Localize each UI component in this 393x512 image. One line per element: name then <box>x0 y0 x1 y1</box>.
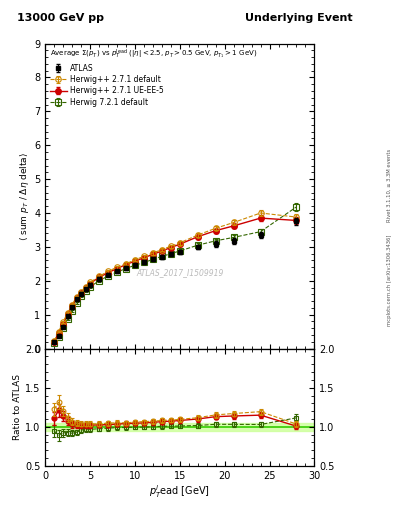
Bar <box>45 423 314 431</box>
Text: mcplots.cern.ch [arXiv:1306.3436]: mcplots.cern.ch [arXiv:1306.3436] <box>387 234 392 326</box>
Text: Rivet 3.1.10, ≥ 3.3M events: Rivet 3.1.10, ≥ 3.3M events <box>387 149 392 222</box>
Text: Underlying Event: Underlying Event <box>245 13 353 23</box>
Text: 13000 GeV pp: 13000 GeV pp <box>17 13 105 23</box>
Legend: ATLAS, Herwig++ 2.7.1 default, Herwig++ 2.7.1 UE-EE-5, Herwig 7.2.1 default: ATLAS, Herwig++ 2.7.1 default, Herwig++ … <box>48 46 259 109</box>
Y-axis label: Ratio to ATLAS: Ratio to ATLAS <box>13 374 22 440</box>
X-axis label: $p_T^{l}$ead [GeV]: $p_T^{l}$ead [GeV] <box>149 483 210 500</box>
Text: ATLAS_2017_I1509919: ATLAS_2017_I1509919 <box>136 268 224 277</box>
Y-axis label: $\langle$ sum $p_T$ / $\Delta\eta$ delta$\rangle$: $\langle$ sum $p_T$ / $\Delta\eta$ delta… <box>18 152 31 241</box>
